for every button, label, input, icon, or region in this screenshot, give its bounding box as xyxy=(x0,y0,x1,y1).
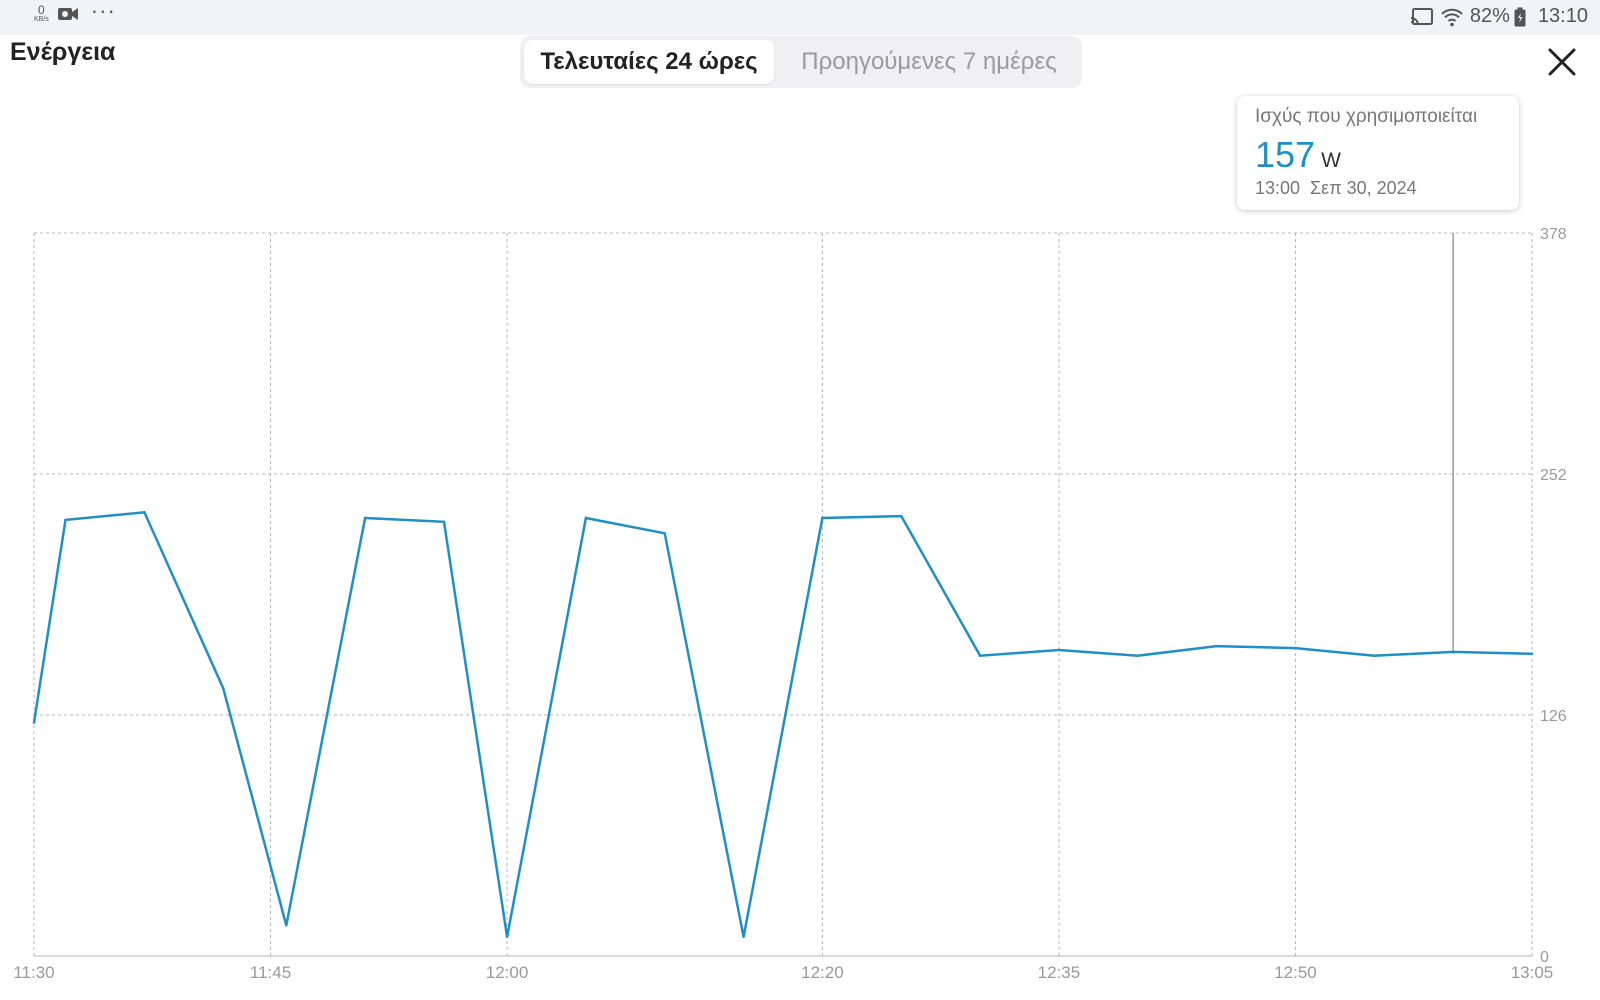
network-speed-value: 0 xyxy=(38,3,45,17)
x-tick-label: 11:45 xyxy=(250,963,291,982)
x-tick-label: 11:30 xyxy=(13,963,54,982)
data-point xyxy=(1530,652,1534,655)
network-speed-unit: KB/s xyxy=(34,16,49,23)
data-point xyxy=(1215,644,1218,648)
status-bar: 0 KB/s ··· 82% 13:10 xyxy=(0,0,1600,35)
tooltip-label: Ισχύς που χρησιμοποιείται xyxy=(1255,106,1478,127)
data-point xyxy=(742,935,745,939)
data-point xyxy=(442,520,446,524)
data-point xyxy=(505,935,509,939)
more-notifications-icon: ··· xyxy=(90,0,116,23)
value-tooltip: Ισχύς που χρησιμοποιείται 157 W 13:00 Σεπ … xyxy=(1237,96,1519,210)
tooltip-unit: W xyxy=(1321,149,1341,172)
data-point xyxy=(64,518,67,522)
battery-percent: 82% xyxy=(1469,5,1510,27)
data-point xyxy=(900,514,903,518)
data-point xyxy=(1451,650,1455,654)
page-title: Ενέργεια xyxy=(10,38,116,66)
tooltip-timestamp: 13:00 Σεπ 30, 2024 xyxy=(1255,178,1417,199)
chart-grid xyxy=(33,232,1533,957)
x-tick-label: 12:50 xyxy=(1274,963,1317,982)
close-icon[interactable] xyxy=(1545,45,1579,79)
x-tick-label: 13:05 xyxy=(1511,963,1554,982)
tooltip-date: Σεπ 30, 2024 xyxy=(1310,178,1417,198)
data-point xyxy=(1373,654,1376,657)
tooltip-value: 157 xyxy=(1255,134,1316,175)
battery-icon xyxy=(1514,7,1526,26)
x-tick-label: 12:35 xyxy=(1038,963,1081,982)
data-point xyxy=(222,687,225,690)
tooltip-value-row: 157 W xyxy=(1255,134,1341,176)
data-point xyxy=(821,516,824,520)
data-point xyxy=(285,924,288,927)
status-bar-left: 0 KB/s ··· xyxy=(34,0,116,23)
status-bar-right: 82% 13:10 xyxy=(1410,5,1588,28)
data-point xyxy=(1294,646,1297,650)
data-point xyxy=(1136,654,1139,657)
y-tick-label: 126 xyxy=(1540,708,1567,725)
cast-icon xyxy=(1410,7,1433,25)
chart-series xyxy=(32,510,1534,939)
x-tick-label: 12:00 xyxy=(486,963,529,982)
tooltip-time: 13:00 xyxy=(1255,178,1301,198)
y-tick-label: 252 xyxy=(1540,467,1567,484)
y-axis-ticks: 0 126 252 378 xyxy=(1540,226,1567,966)
data-point xyxy=(1057,648,1061,652)
data-point xyxy=(143,511,146,514)
tab-previous-7-days[interactable]: Προηγούμενες 7 ημέρες xyxy=(801,48,1057,75)
period-segmented-control: Τελευταίες 24 ώρες Προηγούμενες 7 ημέρες xyxy=(520,36,1082,88)
video-camera-icon xyxy=(57,7,78,20)
data-point xyxy=(978,654,982,657)
wifi-icon xyxy=(1441,8,1463,26)
x-tick-label: 12:20 xyxy=(801,963,844,982)
data-point xyxy=(363,516,367,520)
x-axis-ticks: 11:30 11:45 12:00 12:20 12:35 12:50 13:05 xyxy=(13,963,1553,982)
data-point xyxy=(663,532,666,535)
tab-last-24-hours[interactable]: Τελευταίες 24 ώρες xyxy=(524,40,774,84)
y-tick-label: 378 xyxy=(1540,226,1567,243)
y-tick-label: 0 xyxy=(1540,949,1549,966)
power-series-line xyxy=(32,510,1533,938)
network-speed: 0 KB/s xyxy=(34,4,49,23)
status-time: 13:10 xyxy=(1537,5,1588,27)
data-point xyxy=(32,721,36,724)
data-point xyxy=(584,516,588,520)
